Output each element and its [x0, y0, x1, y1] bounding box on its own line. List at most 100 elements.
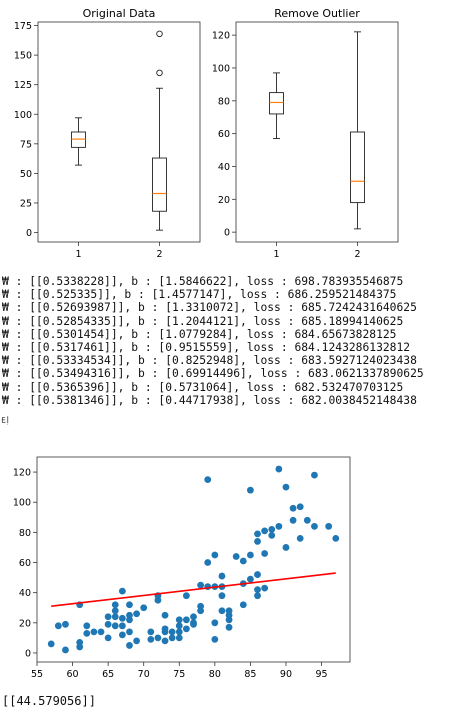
scatter-point [254, 538, 261, 545]
chart-title: Remove Outlier [274, 7, 360, 20]
y-tick-label: 40 [19, 588, 31, 599]
scatter-point [133, 610, 140, 618]
y-tick-label: 60 [19, 558, 31, 569]
scatter-point [190, 619, 197, 627]
scatter-point [54, 622, 62, 630]
box-iqr [152, 157, 167, 212]
scatter-point [261, 527, 269, 535]
scatter-point [325, 522, 333, 530]
scatter-point [118, 614, 126, 622]
x-tick-label: 1 [273, 249, 279, 260]
scatter-point [289, 516, 297, 524]
scatter-point [190, 613, 197, 621]
y-tick-label: 80 [218, 96, 230, 107]
scatter-point [83, 622, 91, 630]
outlier-point [156, 30, 163, 38]
scatter-point [47, 640, 55, 648]
scatter-point [147, 628, 155, 636]
scatter-point [218, 592, 226, 600]
box-iqr [350, 131, 365, 204]
scatter-point [126, 642, 133, 649]
scatter-point [182, 592, 190, 600]
scatter-point [268, 525, 276, 533]
training-log: ₩ : [[0.5338228]], b : [1.5846622], loss… [2, 275, 454, 407]
scatter-point [126, 601, 133, 609]
scatter-point [76, 643, 84, 651]
y-tick-label: 25 [20, 198, 32, 209]
scatter-point [225, 623, 233, 631]
scatter-point [204, 476, 212, 484]
y-tick-label: 75 [20, 139, 32, 150]
scatter-point [175, 622, 183, 630]
log-line: ₩ : [[0.52693987]], b : [1.3310072], los… [2, 301, 417, 315]
log-line: ₩ : [[0.5338228]], b : [1.5846622], loss… [2, 275, 404, 288]
scatter-point [161, 625, 169, 633]
scatter-point [111, 607, 119, 615]
scatter-point [111, 601, 119, 609]
y-tick-label: 100 [212, 63, 230, 74]
chart-title: Original Data [83, 7, 156, 20]
side-label: ᄐᆝ [1, 417, 10, 427]
boxes [71, 30, 167, 231]
y-tick-label: 120 [13, 468, 31, 479]
log-line: ₩ : [[0.53494316]], b : [0.69914496], lo… [2, 367, 424, 381]
scatter-point [311, 522, 318, 530]
x-tick-label: 70 [138, 669, 150, 680]
y-tick-label: 20 [218, 195, 230, 206]
scatter-point [211, 619, 219, 627]
scatter-point [118, 587, 126, 595]
plot-frame [37, 21, 201, 243]
scatter-point [282, 483, 290, 491]
boxes [269, 31, 365, 230]
scatter-plot: 0 20 40 60 80 100 120 55 60 65 70 75 80 85 90 95 [13, 456, 351, 680]
scatter-point [275, 522, 283, 530]
scatter-point [218, 607, 226, 615]
scatter-point [175, 616, 183, 624]
scatter-point [175, 628, 183, 636]
plot-frame [235, 21, 399, 243]
x-tick-label: 2 [354, 249, 360, 260]
y-axis-ticks: 0 25 50 75 100 125 150 175 [14, 21, 38, 239]
scatter-point [147, 635, 155, 643]
y-tick-label: 0 [26, 228, 32, 239]
scatter-point [140, 604, 148, 612]
scatter-point [197, 602, 205, 610]
log-line: ₩ : [[0.53334534]], b : [0.8252948], los… [2, 354, 417, 368]
scatter-point [282, 544, 290, 551]
scatter-point [254, 592, 261, 600]
y-tick-label: 100 [13, 498, 31, 509]
scatter-point [90, 628, 98, 636]
x-axis-ticks: 55 60 65 70 75 80 85 90 95 [31, 662, 328, 680]
plot-frame [36, 456, 351, 663]
x-tick-label: 2 [156, 249, 162, 260]
scatter-point [175, 634, 183, 642]
scatter-point [126, 611, 133, 619]
x-tick-label: 75 [173, 669, 185, 680]
regression-line [51, 572, 336, 608]
scatter-point [303, 516, 311, 524]
y-axis-ticks: 0 20 40 60 80 100 120 [13, 468, 37, 659]
regression-line-path [51, 572, 336, 608]
log-line: ₩ : [[0.525335]], b : [1.4577147], loss … [2, 288, 397, 302]
scatter-point [247, 486, 254, 494]
scatter-point [168, 634, 176, 642]
scatter-point [254, 586, 261, 594]
scatter-point [104, 634, 112, 642]
outlier-point [156, 69, 163, 77]
scatter-point [168, 628, 176, 636]
x-tick-label: 95 [315, 669, 327, 680]
scatter-point [104, 613, 112, 621]
scatter-point [161, 637, 169, 645]
x-tick-label: 85 [244, 669, 256, 680]
scatter-point [239, 557, 247, 565]
y-tick-label: 175 [14, 21, 32, 32]
y-tick-label: 60 [218, 129, 230, 140]
x-tick-label: 65 [102, 669, 114, 680]
y-tick-label: 40 [218, 162, 230, 173]
scatter-point [239, 601, 247, 609]
scatter-point [218, 572, 226, 580]
x-tick-label: 80 [209, 669, 221, 680]
